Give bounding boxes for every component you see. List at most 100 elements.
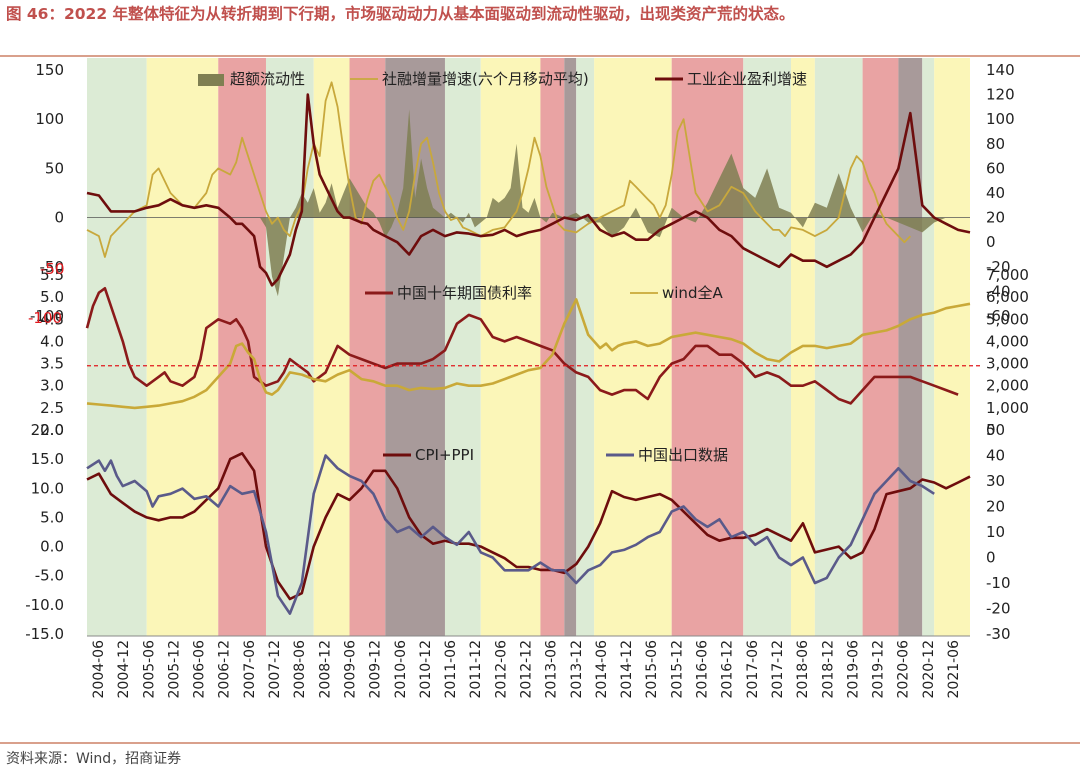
left-tick-label: 150: [35, 61, 64, 79]
left-tick-label: 100: [35, 110, 64, 128]
left-tick-label: 5.5: [40, 266, 64, 284]
left-tick-label: 20.0: [31, 421, 64, 439]
regime-band: [313, 58, 350, 636]
x-tick-label: 2016-06: [695, 640, 711, 699]
regime-band: [564, 58, 577, 636]
regime-band: [349, 58, 386, 636]
bottom-divider: [0, 742, 1080, 744]
x-tick-label: 2005-06: [141, 640, 157, 699]
right-tick-label: 5,000: [986, 310, 1029, 328]
right-tick-label: 80: [986, 135, 1005, 153]
legend-cpi-label: CPI+PPI: [415, 446, 474, 464]
x-tick-label: 2007-06: [242, 640, 258, 699]
right-tick-label: 20: [986, 498, 1005, 516]
right-tick-label: 40: [986, 184, 1005, 202]
x-tick-label: 2010-12: [418, 640, 434, 699]
x-tick-label: 2004-06: [91, 640, 107, 699]
left-tick-label: -15.0: [25, 625, 64, 643]
right-tick-label: 10: [986, 523, 1005, 541]
figure-title: 图 46：2022 年整体特征为从转折期到下行期，市场驱动动力从基本面驱动到流动…: [6, 5, 795, 23]
right-tick-label: 30: [986, 472, 1005, 490]
left-tick-label: 15.0: [31, 450, 64, 468]
x-tick-label: 2012-12: [519, 640, 535, 699]
legend-profit-label: 工业企业盈利增速: [687, 70, 807, 88]
series-line-middle-0: [85, 287, 959, 405]
series-line-bottom-1: [86, 454, 935, 615]
right-tick-label: -40: [986, 282, 1011, 300]
regime-band: [218, 58, 266, 636]
x-tick-label: 2004-12: [116, 640, 132, 699]
regime-band: [146, 58, 219, 636]
series-line-top-1: [86, 81, 911, 258]
left-tick-label: -100: [30, 307, 64, 325]
regime-band: [934, 58, 970, 636]
x-tick-label: 2007-12: [267, 640, 283, 699]
left-tick-label: -5.0: [35, 567, 64, 585]
right-tick-label: 50: [986, 421, 1005, 439]
left-tick-label: 2.0: [40, 421, 64, 439]
legend-excess-liquidity-swatch: [198, 74, 224, 86]
legend-wind-label: wind全A: [662, 284, 723, 302]
right-tick-label: 120: [986, 86, 1015, 104]
x-tick-label: 2013-12: [569, 640, 585, 699]
right-tick-label: 2,000: [986, 377, 1029, 395]
right-tick-label: 100: [986, 110, 1015, 128]
series-line-bottom-0: [86, 452, 971, 601]
regime-band: [576, 58, 595, 636]
regime-band: [898, 58, 923, 636]
right-tick-label: 20: [986, 209, 1005, 227]
x-tick-label: 2006-12: [217, 640, 233, 699]
series-area-excess-liquidity: [87, 109, 947, 297]
axes: 150100500-50-100140120100806040200-20-40…: [25, 61, 1029, 643]
x-tick-label: 2016-12: [720, 640, 736, 699]
regime-band: [540, 58, 565, 636]
right-tick-label: -60: [986, 307, 1011, 325]
regime-band: [385, 58, 445, 636]
x-tick-label: 2020-06: [896, 640, 912, 699]
x-tick-label: 2019-12: [871, 640, 887, 699]
left-tick-label: 0: [54, 209, 64, 227]
x-axis-labels: 2004-06 2004-12 2005-06 2005-12 2006-06 2006-…: [87, 635, 970, 699]
right-tick-label: -20: [986, 600, 1011, 618]
left-tick-label: 3.5: [40, 355, 64, 373]
left-tick-neg100: -100: [28, 309, 62, 327]
source-note: 资料来源：Wind，招商证券: [6, 751, 182, 767]
legend-tsf-label: 社融增量增速(六个月移动平均): [382, 70, 589, 88]
right-tick-label: -20: [986, 258, 1011, 276]
legend-excess-liquidity-label: 超额流动性: [230, 70, 305, 88]
x-tick-label: 2008-06: [292, 640, 308, 699]
left-tick-label: 0.0: [40, 538, 64, 556]
right-tick-label: 60: [986, 159, 1005, 177]
series-line-middle-1: [86, 298, 971, 410]
x-tick-label: 2009-06: [342, 640, 358, 699]
x-tick-label: 2006-06: [192, 640, 208, 699]
right-tick-label: 0: [986, 421, 996, 439]
x-tick-label: 2015-12: [669, 640, 685, 699]
series-layer: [85, 81, 980, 615]
x-tick-label: 2011-12: [468, 640, 484, 699]
left-tick-label: -10.0: [25, 596, 64, 614]
x-tick-label: 2008-12: [317, 640, 333, 699]
x-tick-label: 2013-06: [544, 640, 560, 699]
regime-band: [444, 58, 481, 636]
series-line-top-2: [86, 93, 971, 287]
left-tick-label: 5.0: [40, 508, 64, 526]
x-tick-label: 2017-12: [770, 640, 786, 699]
left-tick-label: 3.0: [40, 377, 64, 395]
x-tick-label: 2015-06: [644, 640, 660, 699]
left-tick-label: 2.5: [40, 399, 64, 417]
legend-export-label: 中国出口数据: [638, 446, 728, 464]
x-tick-label: 2005-12: [166, 640, 182, 699]
left-tick-label: 50: [45, 159, 64, 177]
x-tick-label: 2011-06: [443, 640, 459, 699]
right-tick-label: 6,000: [986, 288, 1029, 306]
regime-band: [743, 58, 792, 636]
left-tick-label: 5.0: [40, 288, 64, 306]
left-tick-label: 4.0: [40, 332, 64, 350]
x-tick-label: 2019-06: [845, 640, 861, 699]
x-tick-label: 2018-12: [820, 640, 836, 699]
regime-band: [87, 58, 147, 636]
regime-band: [922, 58, 935, 636]
right-tick-label: 3,000: [986, 355, 1029, 373]
